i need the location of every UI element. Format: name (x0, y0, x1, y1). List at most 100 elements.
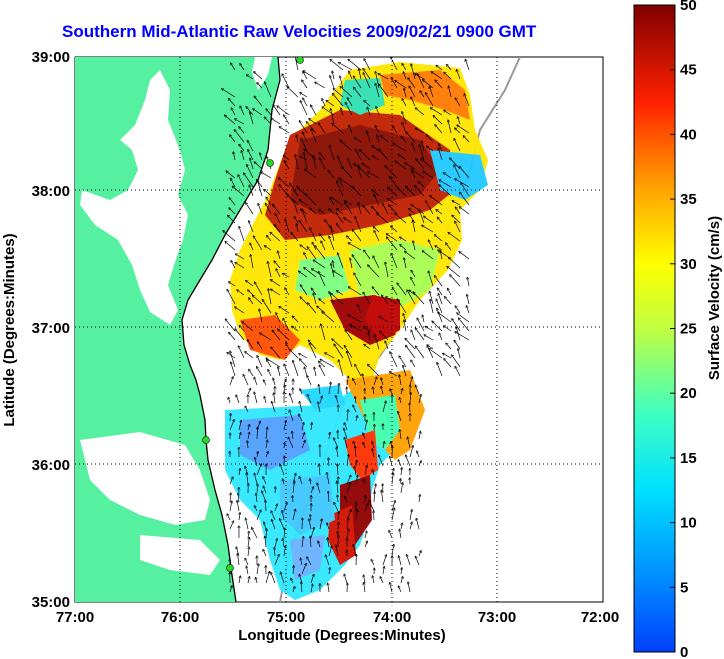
velocity-arrow (424, 335, 434, 341)
velocity-arrow (455, 221, 461, 233)
velocity-arrow (310, 479, 311, 485)
velocity-arrow (353, 379, 357, 386)
velocity-arrow (299, 402, 303, 413)
velocity-arrow (372, 190, 380, 197)
velocity-arrow (229, 99, 236, 107)
velocity-arrow (329, 236, 335, 251)
velocity-arrow (299, 121, 308, 134)
velocity-arrow (328, 171, 335, 179)
velocity-arrow (239, 326, 245, 332)
velocity-arrow (408, 437, 411, 449)
velocity-arrow (249, 221, 254, 233)
velocity-arrow (260, 333, 272, 341)
velocity-arrow (230, 414, 231, 422)
velocity-arrow (305, 169, 317, 179)
velocity-arrow (430, 292, 434, 305)
velocity-arrow (253, 236, 263, 251)
velocity-arrow (389, 531, 393, 539)
velocity-arrow (375, 335, 380, 350)
velocity-arrow (248, 425, 249, 431)
velocity-arrow (359, 167, 371, 179)
velocity-arrow (279, 127, 290, 134)
velocity-arrow (266, 440, 267, 449)
velocity-arrow (307, 395, 312, 404)
y-axis: 39:00 38:00 37:00 36:00 35:00 Latitude (… (1, 49, 70, 611)
velocity-arrow (458, 349, 461, 359)
velocity-arrow (266, 109, 272, 116)
velocity-arrow (459, 166, 470, 179)
velocity-arrow (409, 522, 412, 530)
velocity-arrow (373, 156, 380, 161)
colorbar-tick-label: 30 (680, 256, 697, 273)
velocity-arrow (380, 577, 384, 584)
velocity-arrow (409, 377, 412, 386)
velocity-arrow (308, 303, 317, 314)
velocity-arrow (241, 151, 245, 161)
colorbar-tick-label: 35 (680, 191, 697, 208)
velocity-arrow (252, 528, 258, 539)
velocity-arrow (344, 429, 348, 440)
velocity-arrow (391, 57, 398, 71)
velocity-arrow (377, 213, 389, 224)
velocity-arrow (257, 83, 263, 89)
velocity-arrow (413, 241, 416, 251)
velocity-arrow (317, 483, 321, 494)
velocity-arrow (381, 490, 384, 503)
velocity-arrow (334, 503, 339, 512)
velocity-arrow (391, 545, 394, 557)
colorbar-tick-label: 0 (680, 644, 688, 659)
velocity-arrow (429, 87, 434, 98)
velocity-arrow (448, 289, 452, 296)
velocity-arrow (255, 458, 258, 467)
velocity-arrow (399, 375, 402, 386)
velocity-arrow (262, 300, 272, 314)
velocity-arrow (428, 271, 434, 287)
velocity-arrow (301, 564, 306, 575)
velocity-arrow (401, 568, 402, 575)
velocity-arrow (347, 410, 348, 422)
velocity-arrow (333, 89, 344, 98)
velocity-arrow (412, 143, 416, 152)
velocity-arrow (249, 185, 254, 197)
velocity-arrow (314, 367, 317, 377)
velocity-arrow (290, 394, 294, 404)
velocity-arrow (341, 108, 344, 116)
velocity-arrow (326, 555, 330, 566)
velocity-arrow (379, 84, 389, 98)
velocity-arrow (418, 395, 421, 404)
velocity-arrow (310, 208, 317, 215)
velocity-arrow (452, 201, 461, 206)
velocity-arrow (445, 297, 452, 305)
velocity-arrow (229, 420, 234, 431)
velocity-arrow (431, 72, 443, 80)
velocity-arrow (346, 483, 351, 494)
velocity-arrow (405, 251, 416, 260)
velocity-arrow (398, 460, 402, 467)
velocity-arrow (422, 315, 425, 323)
velocity-arrow (411, 204, 425, 215)
velocity-arrow (449, 258, 461, 269)
velocity-arrow (300, 285, 308, 296)
velocity-arrow (299, 271, 308, 278)
velocity-arrow (278, 178, 290, 188)
velocity-arrow (411, 330, 416, 341)
velocity-arrow (292, 509, 295, 521)
velocity-arrow (432, 321, 443, 332)
velocity-arrow (231, 63, 236, 71)
velocity-arrow (265, 537, 266, 548)
velocity-arrow (383, 203, 389, 215)
velocity-arrow (429, 240, 434, 251)
velocity-arrow (229, 333, 236, 341)
velocity-arrow (328, 546, 332, 557)
velocity-arrow (353, 230, 362, 242)
velocity-arrow (294, 217, 299, 224)
velocity-arrow (274, 393, 276, 404)
velocity-arrow (356, 150, 362, 161)
colorbar-tick-label: 40 (680, 126, 697, 143)
velocity-arrow (364, 59, 371, 71)
velocity-arrow (466, 306, 470, 314)
velocity-arrow (347, 351, 353, 368)
velocity-arrow (239, 227, 245, 242)
velocity-arrow (459, 207, 470, 215)
